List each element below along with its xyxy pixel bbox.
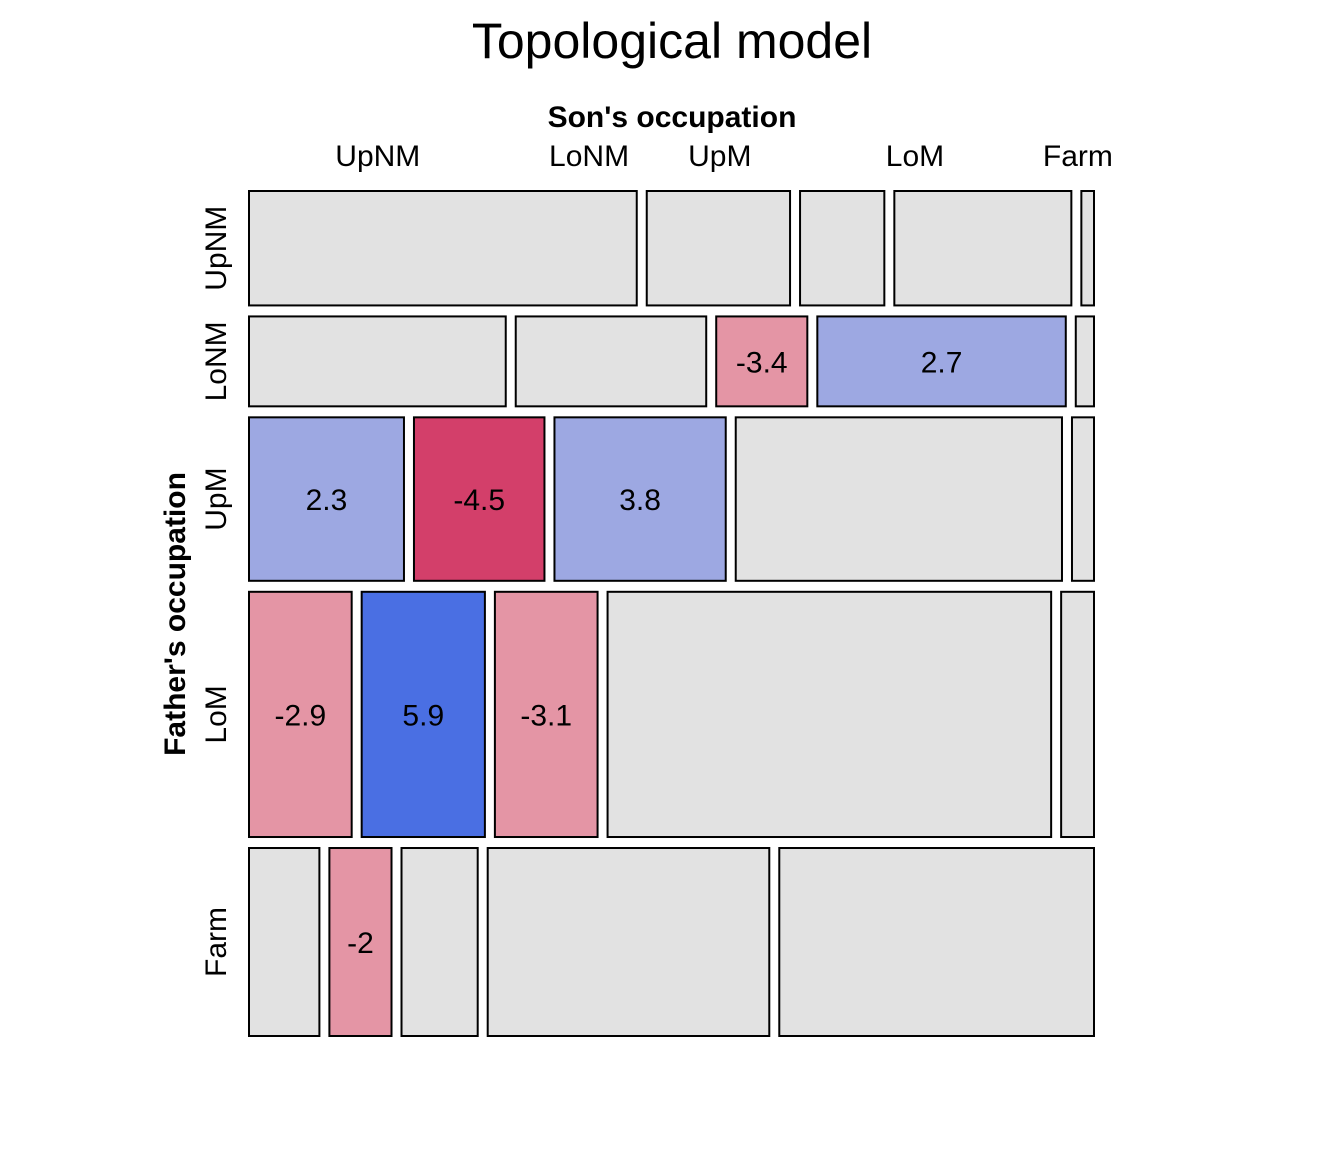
column-label-lom: LoM — [886, 140, 944, 173]
tile-farm-lonm — [328, 847, 393, 1037]
row-label-upnm: UpNM — [200, 206, 233, 291]
residual-label-farm-lonm: -2 — [347, 927, 374, 960]
tile-farm-upnm — [248, 847, 321, 1037]
residual-label-upm-upm: 3.8 — [619, 484, 661, 517]
tile-lonm-farm — [1074, 315, 1095, 408]
tile-lom-farm — [1060, 590, 1095, 839]
residual-label-lom-upnm: -2.9 — [274, 699, 326, 732]
column-label-farm: Farm — [1043, 140, 1113, 173]
tile-lom-upnm — [248, 590, 353, 839]
column-label-upm: UpM — [688, 140, 751, 173]
residual-label-upm-upnm: 2.3 — [306, 484, 348, 517]
tile-upm-lom — [734, 416, 1063, 582]
tile-lonm-lom — [816, 315, 1067, 408]
row-tick-labels: UpNM LoNM UpM LoM Farm — [200, 206, 233, 977]
tile-upm-upnm — [248, 416, 405, 582]
tile-lonm-lonm — [514, 315, 708, 408]
residual-label-lom-lonm: 5.9 — [402, 699, 444, 732]
tile-farm-lom — [486, 847, 771, 1037]
tile-upm-upm — [553, 416, 727, 582]
x-axis-title: Son's occupation — [548, 101, 797, 134]
tile-lonm-upm — [715, 315, 809, 408]
y-axis-title: Father's occupation — [159, 472, 192, 756]
tile-lom-lonm — [360, 590, 486, 839]
tile-upm-farm — [1070, 416, 1096, 582]
row-label-farm: Farm — [200, 907, 233, 977]
residual-label-upm-lonm: -4.5 — [453, 484, 505, 517]
column-tick-labels: UpNM LoNM UpM LoM Farm — [335, 140, 1113, 173]
tile-farm-farm — [778, 847, 1096, 1037]
column-label-lonm: LoNM — [549, 140, 629, 173]
tile-lom-lom — [606, 590, 1053, 839]
tile-upnm-upnm — [248, 190, 638, 307]
row-label-upm: UpM — [200, 467, 233, 530]
tile-upnm-lonm — [645, 190, 792, 307]
residual-label-lonm-upm: -3.4 — [736, 346, 788, 379]
mosaic-tiles: -3.4 2.7 2.3 -4.5 3.8 -2.9 5.9 -3.1 -2 — [248, 190, 1096, 1037]
tile-upnm-farm — [1080, 190, 1096, 307]
tile-farm-upm — [400, 847, 479, 1037]
tile-lonm-upnm — [248, 315, 507, 408]
tile-lom-upm — [493, 590, 599, 839]
row-label-lom: LoM — [200, 685, 233, 743]
chart-title: Topological model — [472, 13, 872, 69]
tile-upnm-lom — [893, 190, 1073, 307]
tile-upnm-upm — [799, 190, 886, 307]
tile-upm-lonm — [412, 416, 546, 582]
residual-label-lonm-lom: 2.7 — [921, 346, 963, 379]
row-label-lonm: LoNM — [200, 321, 233, 401]
residual-label-lom-upm: -3.1 — [520, 699, 572, 732]
column-label-upnm: UpNM — [335, 140, 420, 173]
